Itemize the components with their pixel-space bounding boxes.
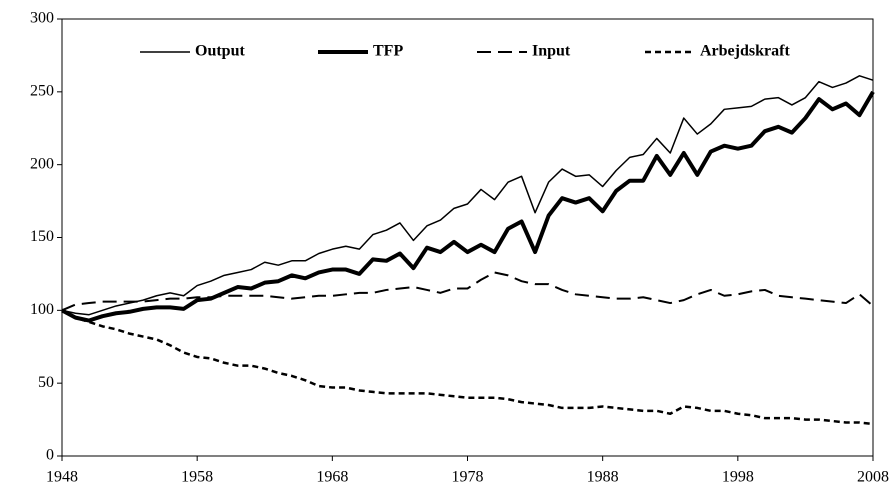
y-tick-label: 200 bbox=[30, 155, 54, 172]
plot-frame bbox=[61, 18, 874, 457]
series-line bbox=[61, 271, 874, 312]
x-tick-label: 1978 bbox=[452, 469, 484, 486]
x-tick-label: 2008 bbox=[857, 469, 889, 486]
y-tick-label: 0 bbox=[46, 447, 54, 464]
series-line bbox=[61, 75, 874, 316]
y-tick-label: 50 bbox=[38, 374, 54, 391]
y-tick-label: 150 bbox=[30, 228, 54, 245]
legend-label: TFP bbox=[373, 43, 403, 60]
x-tick-label: 1968 bbox=[316, 469, 348, 486]
series-line bbox=[61, 90, 875, 323]
y-tick-label: 100 bbox=[30, 301, 54, 318]
legend-label: Output bbox=[195, 43, 245, 60]
series-line bbox=[61, 309, 874, 426]
legend-label: Arbejdskraft bbox=[700, 43, 790, 60]
legend-label: Input bbox=[532, 43, 571, 60]
x-tick-label: 1998 bbox=[722, 469, 754, 486]
x-tick-label: 1988 bbox=[587, 469, 619, 486]
y-tick-label: 250 bbox=[30, 83, 54, 100]
y-tick-label: 300 bbox=[30, 10, 54, 27]
x-tick-label: 1948 bbox=[46, 469, 78, 486]
x-tick-label: 1958 bbox=[181, 469, 213, 486]
